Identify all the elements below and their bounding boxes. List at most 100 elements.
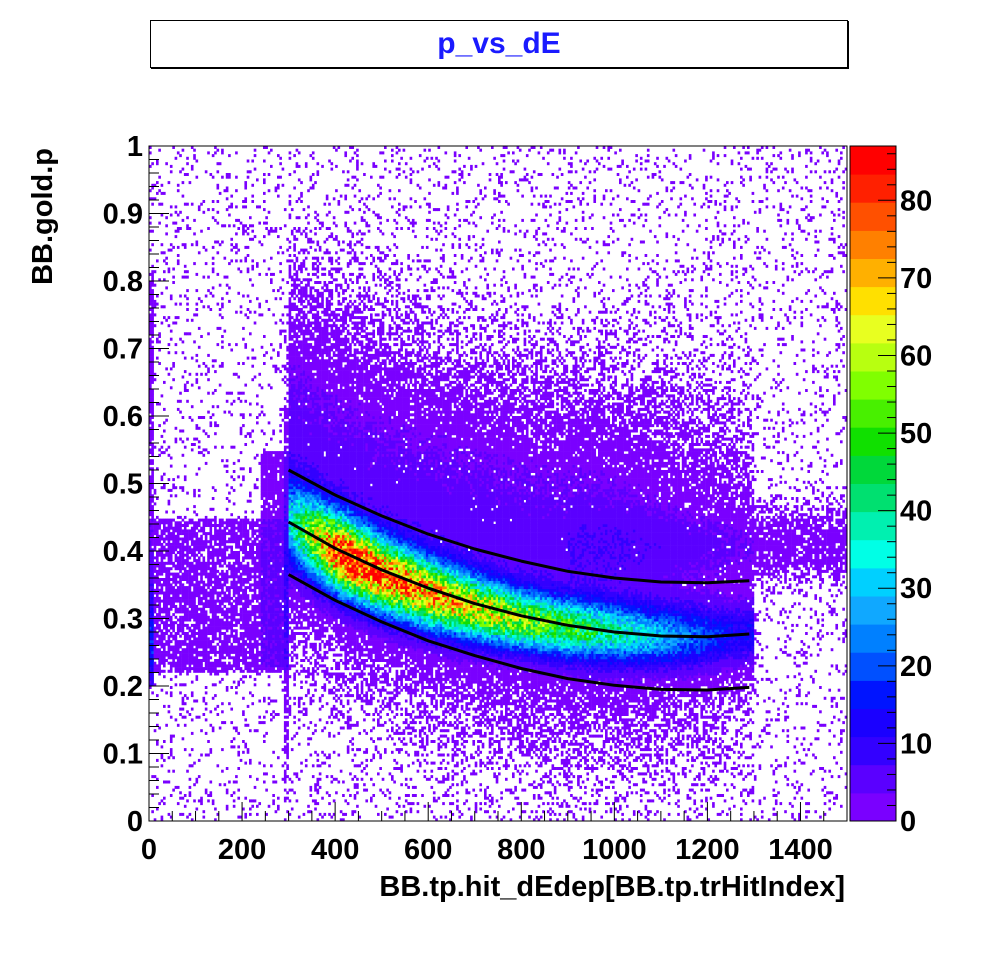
heatmap-cell <box>182 181 185 184</box>
heatmap-cell <box>161 643 164 646</box>
heatmap-cell <box>251 646 254 649</box>
heatmap-cell <box>200 567 203 570</box>
heatmap-cell <box>228 214 231 217</box>
heatmap-cell <box>249 656 252 659</box>
heatmap-cell <box>224 662 227 665</box>
heatmap-cell <box>186 565 189 568</box>
heatmap-cell <box>203 416 206 419</box>
heatmap-cell <box>221 149 224 152</box>
heatmap-cell <box>161 322 164 325</box>
heatmap-cell <box>182 168 185 171</box>
heatmap-cell <box>254 610 257 613</box>
heatmap-cell <box>205 543 208 546</box>
heatmap-cell <box>177 540 180 543</box>
heatmap-cell <box>182 556 185 559</box>
heatmap-cell <box>212 608 215 611</box>
heatmap-cell <box>230 586 233 589</box>
heatmap-cell <box>254 540 257 543</box>
heatmap-cell <box>240 521 243 524</box>
heatmap-cell <box>156 613 159 616</box>
heatmap-cell <box>151 421 154 424</box>
heatmap-cell <box>175 222 178 225</box>
heatmap-cell <box>172 627 175 630</box>
heatmap-cell <box>200 616 203 619</box>
heatmap-cell <box>182 624 185 627</box>
heatmap-cell <box>184 524 187 527</box>
heatmap-cell <box>156 581 159 584</box>
heatmap-cell <box>249 551 252 554</box>
heatmap-cell <box>172 756 175 759</box>
heatmap-cell <box>182 683 185 686</box>
heatmap-cell <box>240 270 243 273</box>
heatmap-cell <box>184 640 187 643</box>
heatmap-cell <box>175 524 178 527</box>
heatmap-cell <box>210 656 213 659</box>
heatmap-cell <box>161 251 164 254</box>
heatmap-cell <box>251 570 254 573</box>
heatmap-cell <box>210 573 213 576</box>
heatmap-cell <box>154 446 157 449</box>
heatmap-cell <box>205 664 208 667</box>
heatmap-cell <box>224 551 227 554</box>
heatmap-cell <box>244 435 247 438</box>
heatmap-cell <box>254 608 257 611</box>
heatmap-cell <box>244 619 247 622</box>
heatmap-cell <box>186 673 189 676</box>
heatmap-cell <box>240 430 243 433</box>
heatmap-cell <box>214 624 217 627</box>
heatmap-cell <box>186 619 189 622</box>
heatmap-cell <box>247 246 250 249</box>
heatmap-cell <box>189 794 192 797</box>
heatmap-cell <box>233 727 236 730</box>
heatmap-cell <box>219 594 222 597</box>
heatmap-cell <box>224 670 227 673</box>
heatmap-cell <box>198 208 201 211</box>
heatmap-cell <box>161 632 164 635</box>
heatmap-cell <box>214 519 217 522</box>
heatmap-cell <box>230 740 233 743</box>
heatmap-cell <box>189 778 192 781</box>
heatmap-cell <box>228 343 231 346</box>
heatmap-cell <box>161 816 164 819</box>
heatmap-cell <box>207 740 210 743</box>
heatmap-cell <box>200 592 203 595</box>
heatmap-cell <box>224 635 227 638</box>
heatmap-cell <box>189 659 192 662</box>
heatmap-cell <box>186 157 189 160</box>
heatmap-cell <box>196 778 199 781</box>
heatmap-cell <box>240 548 243 551</box>
heatmap-cell <box>217 594 220 597</box>
heatmap-cell <box>193 667 196 670</box>
heatmap-cell <box>235 205 238 208</box>
heatmap-cell <box>205 521 208 524</box>
heatmap-cell <box>165 224 168 227</box>
heatmap-cell <box>175 664 178 667</box>
heatmap-cell <box>217 578 220 581</box>
heatmap-cell <box>207 367 210 370</box>
heatmap-cell <box>228 667 231 670</box>
heatmap-cell <box>163 565 166 568</box>
heatmap-cell <box>170 735 173 738</box>
heatmap-cell <box>198 619 201 622</box>
heatmap-cell <box>244 224 247 227</box>
heatmap-cell <box>193 546 196 549</box>
heatmap-cell <box>219 656 222 659</box>
heatmap-cell <box>165 621 168 624</box>
heatmap-cell <box>158 648 161 651</box>
heatmap-cell <box>233 613 236 616</box>
heatmap-cell <box>221 578 224 581</box>
heatmap-cell <box>163 597 166 600</box>
heatmap-cell <box>182 648 185 651</box>
heatmap-cell <box>230 446 233 449</box>
heatmap-cell <box>179 227 182 230</box>
heatmap-cell <box>170 694 173 697</box>
heatmap-cell <box>172 592 175 595</box>
heatmap-cell <box>203 651 206 654</box>
heatmap-cell <box>244 667 247 670</box>
heatmap-cell <box>161 292 164 295</box>
heatmap-cell <box>179 559 182 562</box>
heatmap-cell <box>210 421 213 424</box>
heatmap-cell <box>198 551 201 554</box>
heatmap-cell <box>247 751 250 754</box>
heatmap-cell <box>224 627 227 630</box>
